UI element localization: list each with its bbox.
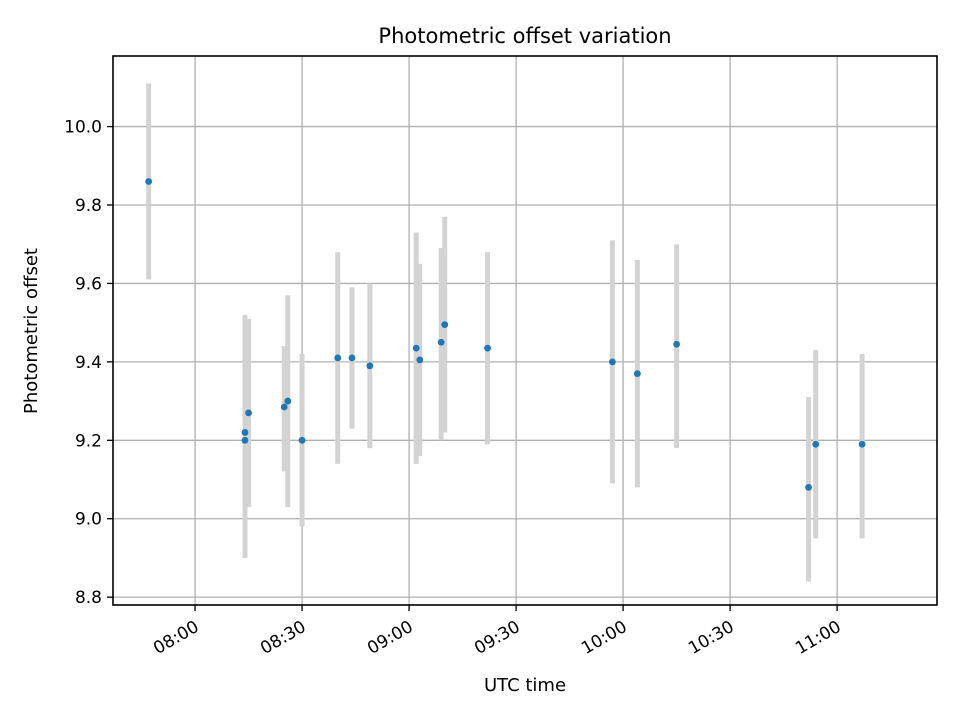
data-point bbox=[805, 483, 812, 491]
y-tick-label: 9.4 bbox=[75, 353, 102, 373]
data-point bbox=[280, 403, 288, 411]
data-point bbox=[334, 354, 342, 362]
axes-frame bbox=[112, 55, 938, 606]
data-point bbox=[348, 354, 356, 362]
y-tick-label: 9.8 bbox=[75, 196, 102, 216]
data-point bbox=[437, 338, 445, 346]
data-point bbox=[241, 436, 249, 444]
data-point bbox=[284, 397, 292, 405]
y-tick-label: 8.8 bbox=[75, 588, 102, 608]
data-point bbox=[484, 344, 491, 352]
data-point bbox=[412, 344, 420, 352]
chart-title: Photometric offset variation bbox=[378, 24, 671, 48]
y-tick-label: 9.6 bbox=[75, 274, 102, 294]
y-axis-label: Photometric offset bbox=[21, 248, 42, 414]
data-point bbox=[673, 340, 681, 348]
y-tick-label: 10.0 bbox=[64, 118, 102, 138]
data-points bbox=[145, 178, 866, 491]
data-point bbox=[366, 362, 374, 370]
data-point bbox=[608, 358, 616, 366]
data-point bbox=[145, 178, 153, 185]
y-tick-label: 9.2 bbox=[75, 431, 102, 451]
y-axis-ticks: 8.8 9.0 9.2 9.4 9.6 9.8 10.0 bbox=[64, 118, 113, 608]
data-point bbox=[298, 436, 306, 444]
grid-lines bbox=[113, 56, 937, 605]
data-point bbox=[812, 440, 820, 448]
y-tick-label: 9.0 bbox=[75, 510, 102, 530]
data-point bbox=[441, 321, 449, 329]
data-point bbox=[416, 356, 424, 364]
data-point bbox=[241, 429, 249, 436]
data-point bbox=[245, 409, 252, 417]
data-point bbox=[858, 440, 866, 448]
data-point bbox=[633, 370, 641, 378]
x-axis-label: UTC time bbox=[484, 675, 566, 696]
